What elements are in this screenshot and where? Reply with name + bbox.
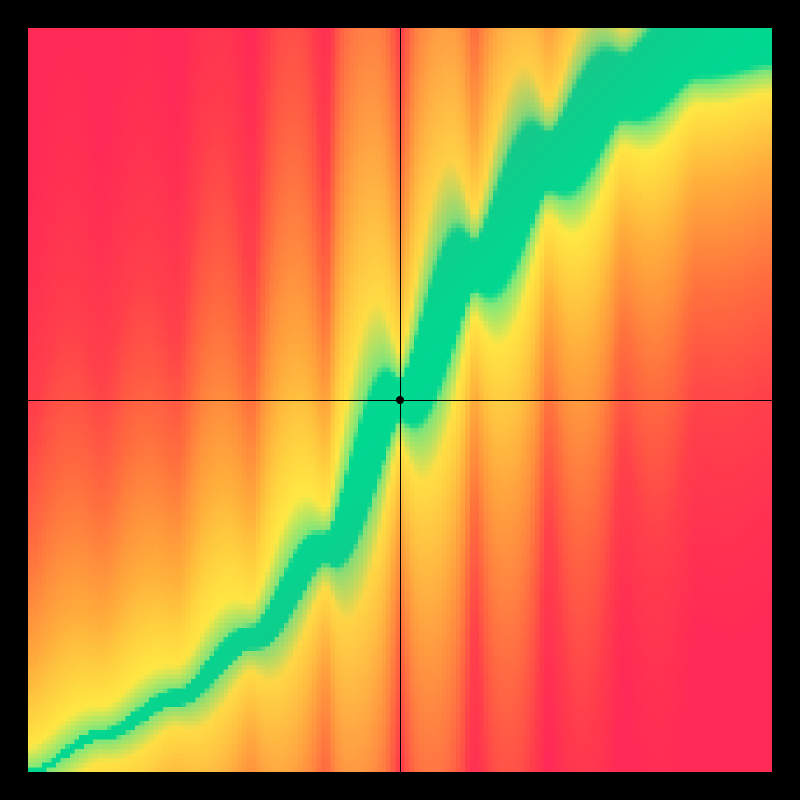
watermark-text: TheBottleneck.com xyxy=(571,4,774,30)
heatmap-canvas xyxy=(28,28,772,772)
bottleneck-heatmap-plot xyxy=(28,28,772,772)
